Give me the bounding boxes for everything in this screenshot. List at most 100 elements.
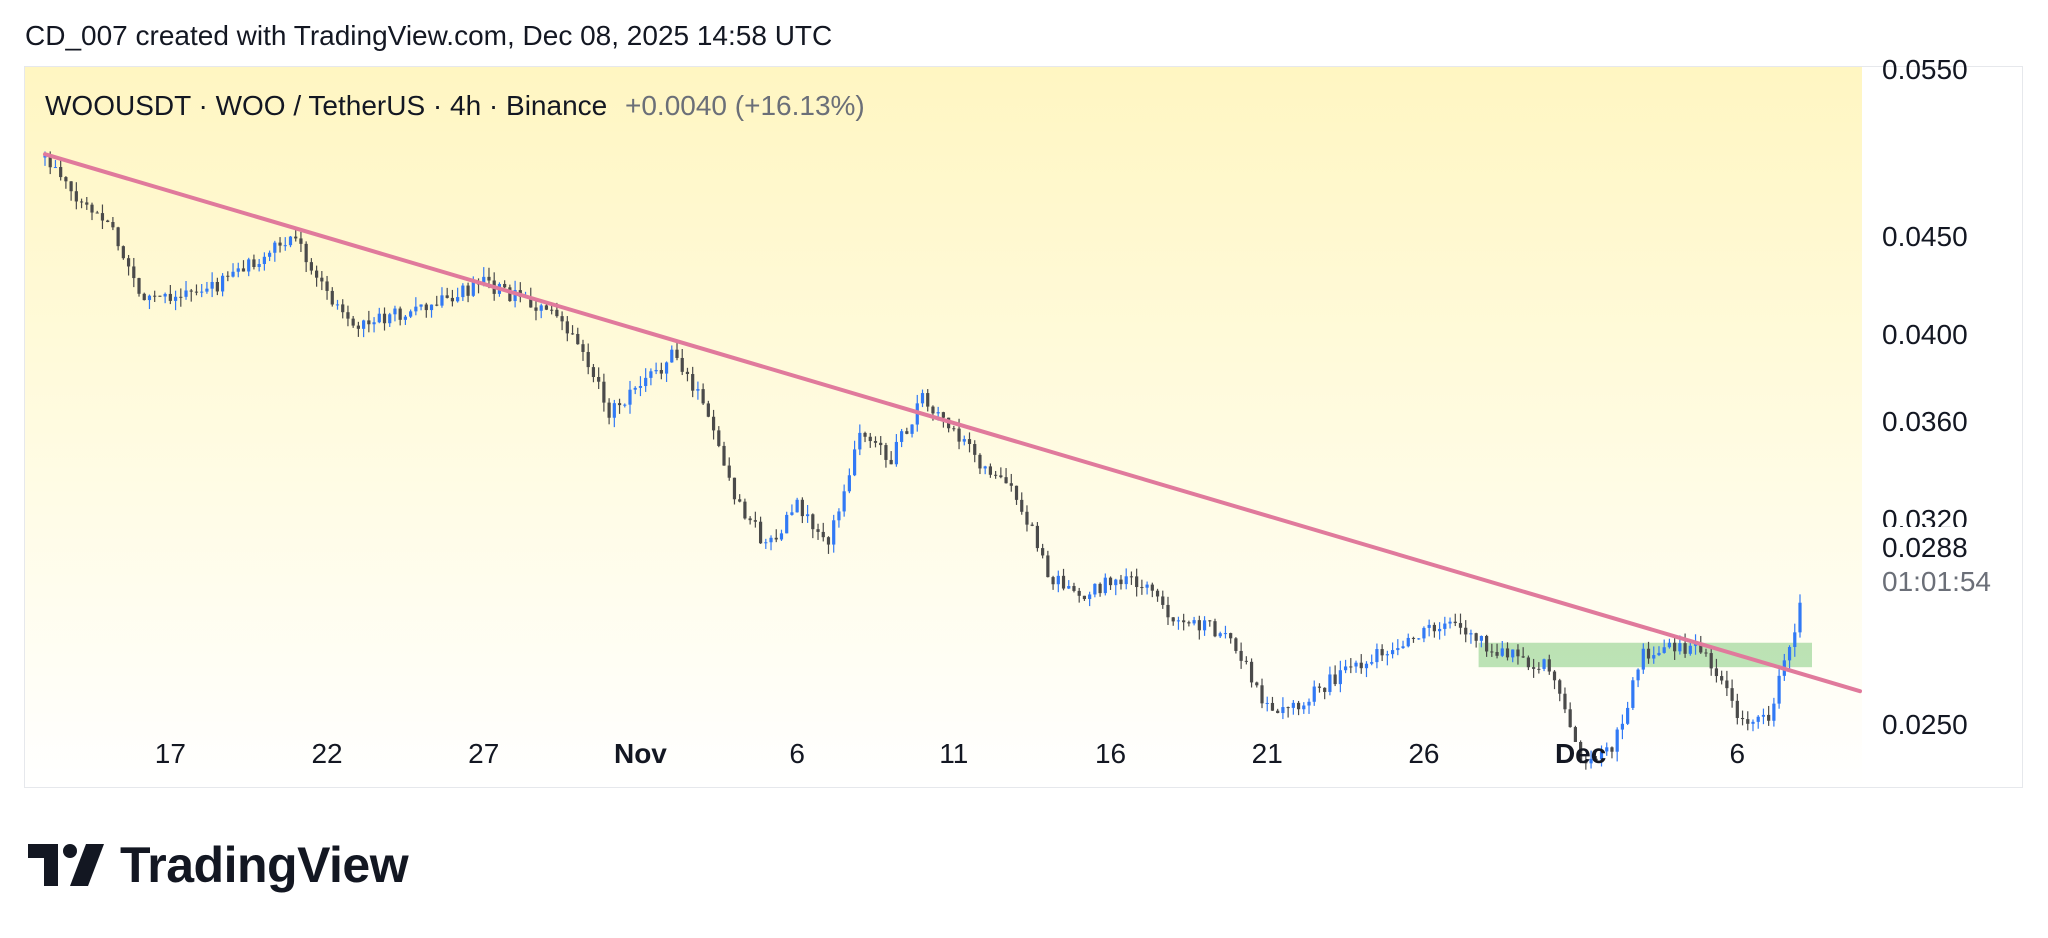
candle-body <box>241 268 246 272</box>
candle-body <box>805 514 810 517</box>
candle-body <box>1030 524 1034 526</box>
candle-body <box>1683 643 1687 654</box>
candle-body <box>1171 617 1175 622</box>
candle-body <box>424 304 428 311</box>
candle-body <box>1343 666 1348 671</box>
candle-body <box>1051 577 1055 585</box>
candle-body <box>116 227 120 247</box>
candle-body <box>85 202 89 205</box>
candle-body <box>1798 602 1802 633</box>
candle-body <box>879 442 883 446</box>
candle-body <box>994 474 998 476</box>
candle-body <box>1082 595 1087 600</box>
candle-body <box>43 155 47 158</box>
candle-body <box>790 512 794 515</box>
candle-body <box>1437 628 1442 632</box>
candle-body <box>121 246 125 259</box>
candle-body <box>1657 652 1661 656</box>
candle-body <box>1223 633 1228 635</box>
candle-body <box>758 521 763 544</box>
candle-body <box>586 351 590 368</box>
candle-body <box>999 475 1003 478</box>
candle-body <box>64 177 68 182</box>
candle-body <box>1270 702 1275 711</box>
candle-body <box>184 290 188 297</box>
time-label: Nov <box>613 738 667 769</box>
candle-body <box>858 432 862 450</box>
candle-body <box>1526 657 1530 668</box>
candle-body <box>1396 648 1400 651</box>
candle-body <box>957 428 961 442</box>
candle-body <box>1599 751 1604 760</box>
candle-body <box>1500 648 1504 656</box>
candle-body <box>158 295 162 297</box>
candle-body <box>106 220 110 223</box>
candle-body <box>69 181 73 192</box>
candle-body <box>482 276 486 285</box>
candle-body <box>137 278 141 294</box>
candle-body <box>1532 667 1536 669</box>
candle-body <box>100 213 105 221</box>
chart-caption: CD_007 created with TradingView.com, Dec… <box>25 20 833 51</box>
candle-body <box>1610 747 1614 752</box>
candle-body <box>471 282 475 296</box>
candle-body <box>1035 525 1040 549</box>
time-label: 27 <box>468 738 500 769</box>
candle-body <box>811 514 815 530</box>
candle-body <box>335 304 340 306</box>
candle-body <box>847 475 851 492</box>
candle-body <box>884 445 888 460</box>
candle-body <box>581 344 585 352</box>
candle-body <box>1061 575 1066 589</box>
candle-body <box>74 191 78 202</box>
candle-body <box>764 542 768 544</box>
candle-body <box>1197 620 1201 631</box>
candle-body <box>325 281 329 291</box>
candle-body <box>200 291 204 293</box>
candle-body <box>1072 586 1076 591</box>
candle-body <box>1192 620 1196 624</box>
candle-body <box>440 295 444 306</box>
candle-body <box>414 306 418 312</box>
candle-body <box>487 276 491 281</box>
candle-body <box>936 412 940 414</box>
candle-body <box>1281 707 1285 714</box>
candle-body <box>1145 584 1149 588</box>
candle-body <box>1667 642 1672 648</box>
candle-body <box>1746 719 1750 724</box>
candle-body <box>1046 555 1050 578</box>
candle-body <box>236 268 240 272</box>
candle-body <box>1767 714 1771 721</box>
candle-body <box>309 262 313 271</box>
candle-body <box>173 296 178 301</box>
candle-body <box>1067 586 1071 589</box>
candle-body <box>315 270 319 278</box>
candle-body <box>1103 577 1107 594</box>
tradingview-brand: TradingView <box>120 837 409 893</box>
candle-body <box>680 357 684 372</box>
candle-body <box>988 466 993 475</box>
candle-body <box>1432 624 1436 632</box>
candle-body <box>738 499 742 502</box>
candle-body <box>779 533 784 540</box>
candle-body <box>1594 758 1598 760</box>
candle-body <box>1511 649 1515 658</box>
candle-body <box>367 320 371 325</box>
candle-body <box>1291 702 1295 708</box>
candle-body <box>529 296 533 308</box>
candle-body <box>873 441 878 443</box>
candle-body <box>1119 579 1123 585</box>
candle-body <box>910 424 914 434</box>
candle-body <box>623 404 627 406</box>
symbol-title: WOOUSDT · WOO / TetherUS · 4h · Binance <box>45 90 608 121</box>
candle-body <box>900 431 904 442</box>
candle-body <box>346 312 350 319</box>
footer-logo[interactable]: TradingView <box>28 836 409 894</box>
price-label: 0.0360 <box>1882 406 1968 438</box>
candle-body <box>617 403 622 406</box>
candle-body <box>1328 674 1332 692</box>
candle-body <box>341 304 345 313</box>
candle-body <box>1443 623 1447 629</box>
candle-body <box>576 333 580 345</box>
